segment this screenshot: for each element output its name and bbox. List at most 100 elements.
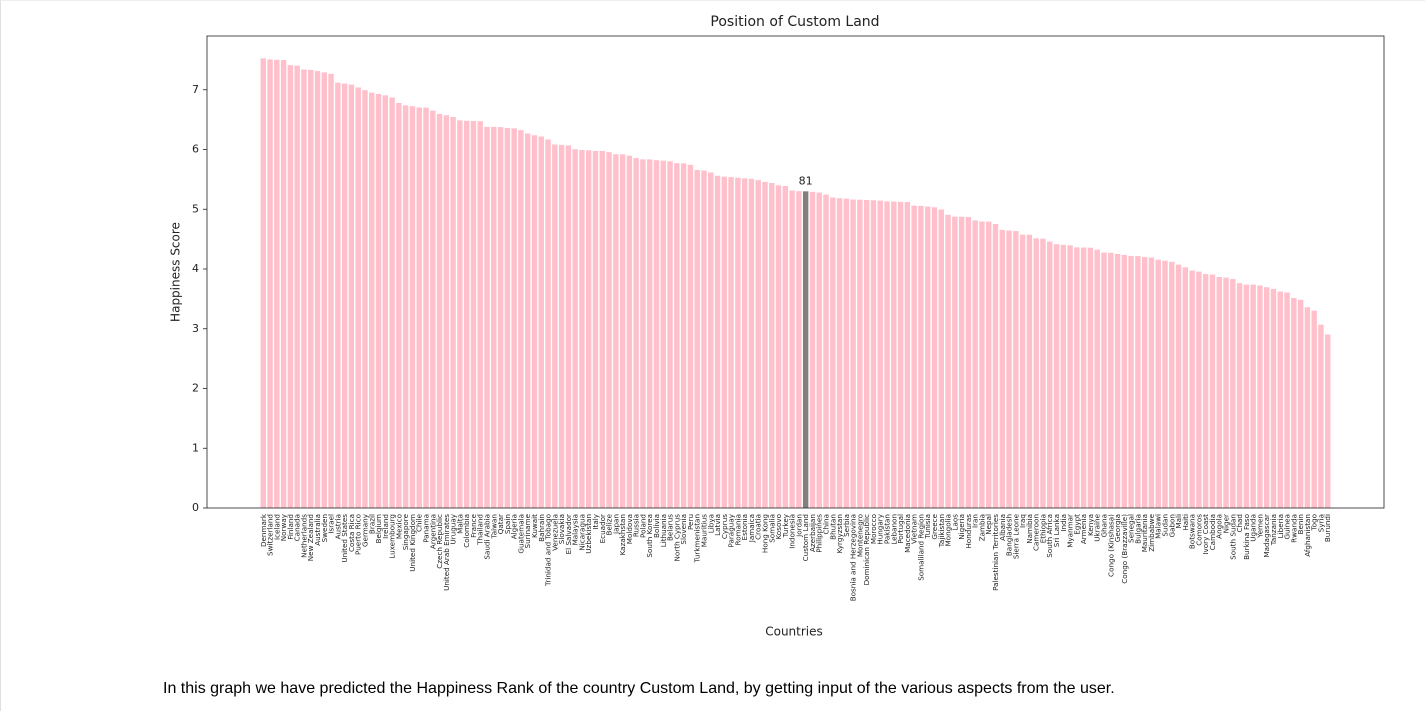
bar xyxy=(1182,267,1189,508)
bar xyxy=(769,182,775,508)
x-tick-label: Lithuania xyxy=(659,514,668,547)
bar xyxy=(1047,241,1053,508)
bar xyxy=(308,69,314,508)
y-tick-label: 7 xyxy=(192,83,199,96)
y-axis-label: Happiness Score xyxy=(169,222,183,322)
bar xyxy=(911,205,917,508)
bar xyxy=(409,106,416,509)
x-tick-label: China xyxy=(822,514,831,535)
x-tick-label: North Cyprus xyxy=(672,514,681,562)
x-tick-label: Slovenia xyxy=(679,514,688,545)
x-tick-label: Yemen xyxy=(1255,514,1264,539)
x-tick-label: Myanmar xyxy=(1066,514,1075,548)
bar xyxy=(321,72,328,508)
x-tick-label: Germany xyxy=(360,513,369,547)
x-tick-label: Belgium xyxy=(374,514,383,543)
x-tick-label: Dominican Republic xyxy=(862,514,871,585)
x-tick-label: India xyxy=(1059,514,1068,532)
bar xyxy=(999,229,1006,508)
x-tick-label: Turkey xyxy=(781,513,790,538)
x-tick-label: Sudan xyxy=(1161,514,1170,537)
y-tick-label: 2 xyxy=(192,382,199,395)
x-tick-label: Panama xyxy=(421,514,430,543)
bar xyxy=(491,126,497,508)
bar xyxy=(1040,238,1046,509)
x-tick-label: Algeria xyxy=(510,514,519,539)
x-tick-label: Latvia xyxy=(713,514,722,536)
bar xyxy=(619,154,626,509)
bar xyxy=(1223,277,1229,508)
x-tick-label: Chile xyxy=(415,513,424,532)
bar xyxy=(328,73,334,508)
bar xyxy=(423,107,429,508)
x-tick-label: Austria xyxy=(333,514,342,539)
x-tick-label: Canada xyxy=(293,514,302,541)
x-tick-label: Malta xyxy=(455,514,464,534)
bar xyxy=(708,172,714,508)
x-tick-label: Netherlands xyxy=(299,514,308,558)
bar xyxy=(775,185,782,508)
x-tick-label: Libya xyxy=(706,514,715,533)
x-tick-label: Sri Lanka xyxy=(1052,514,1061,547)
bar xyxy=(1019,234,1026,508)
bar xyxy=(1121,254,1128,508)
x-tick-label: Nepal xyxy=(984,514,993,535)
y-tick-label: 5 xyxy=(192,202,199,215)
bar xyxy=(741,178,748,508)
x-tick-label: Australia xyxy=(313,514,322,546)
bar xyxy=(430,110,436,509)
x-tick-label: Croatia xyxy=(754,514,763,540)
bar xyxy=(870,200,877,508)
bar xyxy=(592,150,599,508)
x-tick-label: Madagascar xyxy=(1262,514,1271,558)
bar xyxy=(945,214,951,509)
x-tick-label: Finland xyxy=(286,514,295,540)
bar xyxy=(572,149,578,508)
bar xyxy=(694,169,700,509)
bar xyxy=(613,154,619,508)
bar xyxy=(680,163,687,508)
x-tick-label: Cambodia xyxy=(1208,514,1217,550)
x-tick-label: Niger xyxy=(1222,514,1231,533)
bar xyxy=(1202,274,1209,508)
x-tick-label: Bosnia and Herzegovina xyxy=(849,514,858,601)
x-tick-label: Cyprus xyxy=(720,514,729,539)
bar xyxy=(1230,279,1236,508)
bar xyxy=(979,221,985,509)
x-tick-label: Benin xyxy=(1296,514,1305,534)
x-tick-label: Sierra Leone xyxy=(1011,513,1020,559)
x-tick-label: Bulgaria xyxy=(1133,514,1142,544)
bar xyxy=(796,191,802,508)
x-tick-label: Singapore xyxy=(401,513,410,550)
x-tick-label: Georgia xyxy=(1113,514,1122,542)
x-tick-label: Liberia xyxy=(1276,514,1285,538)
x-tick-label: Ethiopia xyxy=(1038,514,1047,543)
bar xyxy=(1006,230,1012,508)
x-tick-label: Mauritania xyxy=(1140,514,1149,552)
x-tick-label: Rwanda xyxy=(1289,514,1298,543)
x-tick-label: Burkina Faso xyxy=(1242,514,1251,560)
bar xyxy=(450,116,456,508)
bar xyxy=(1291,297,1297,508)
bar xyxy=(1189,270,1195,508)
x-tick-label: Uzbekistan xyxy=(584,514,593,554)
x-tick-label: Luxembourg xyxy=(388,514,397,559)
bar xyxy=(416,107,422,509)
bar xyxy=(1155,259,1161,508)
bar xyxy=(897,201,904,508)
bar xyxy=(924,206,931,508)
bar xyxy=(701,170,707,509)
bar xyxy=(674,163,680,508)
bar xyxy=(647,159,653,509)
bar xyxy=(986,221,992,508)
x-tick-label: Hong Kong xyxy=(760,514,769,553)
bar xyxy=(301,69,307,508)
x-tick-label: Peru xyxy=(686,514,695,530)
x-tick-label: Bolivia xyxy=(652,514,661,538)
bar xyxy=(314,71,321,508)
bar xyxy=(836,198,843,509)
bar xyxy=(755,180,761,508)
bar xyxy=(843,198,850,509)
bar xyxy=(457,120,463,508)
